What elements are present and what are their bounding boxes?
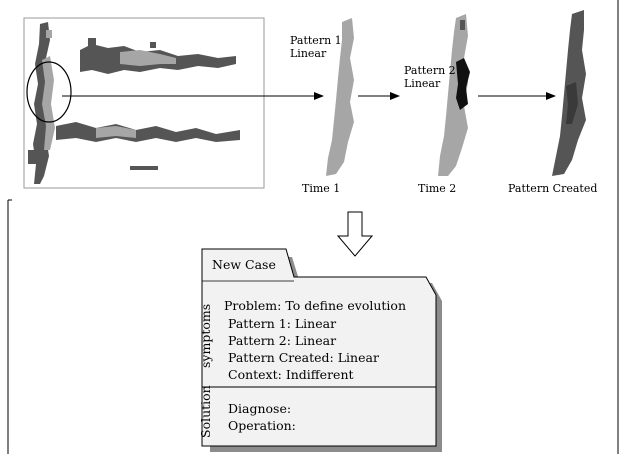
time1-label: Time 1	[302, 182, 341, 195]
flow-arrows	[62, 92, 556, 100]
symptom-context: Context: Indifferent	[228, 367, 354, 382]
down-arrow	[336, 211, 374, 257]
solution-heading: Solution	[198, 385, 213, 438]
source-image-panel	[23, 17, 265, 189]
time2-label: Time 2	[418, 182, 457, 195]
card-tab-title: New Case	[212, 257, 276, 272]
pattern1-type: Linear	[290, 47, 327, 60]
solution-diagnose: Diagnose:	[228, 401, 292, 416]
pattern2-name: Pattern 2	[404, 64, 456, 77]
symptom-problem: Problem: To define evolution	[224, 298, 407, 313]
crack-pattern-created	[552, 10, 586, 176]
pattern1-label: Pattern 1 Linear	[290, 34, 342, 60]
crack-time2	[438, 14, 470, 176]
symptoms-heading: symptoms	[198, 303, 213, 368]
pattern2-label: Pattern 2 Linear	[404, 64, 456, 90]
case-card	[201, 248, 442, 452]
pattern2-type: Linear	[404, 77, 441, 90]
crack-time1	[326, 18, 354, 176]
symptom-pattern-created: Pattern Created: Linear	[228, 350, 379, 365]
pattern1-name: Pattern 1	[290, 34, 342, 47]
symptom-pattern2: Pattern 2: Linear	[228, 333, 337, 348]
symptom-pattern1: Pattern 1: Linear	[228, 316, 337, 331]
pattern-created-label: Pattern Created	[508, 182, 598, 195]
solution-operation: Operation:	[228, 418, 296, 433]
